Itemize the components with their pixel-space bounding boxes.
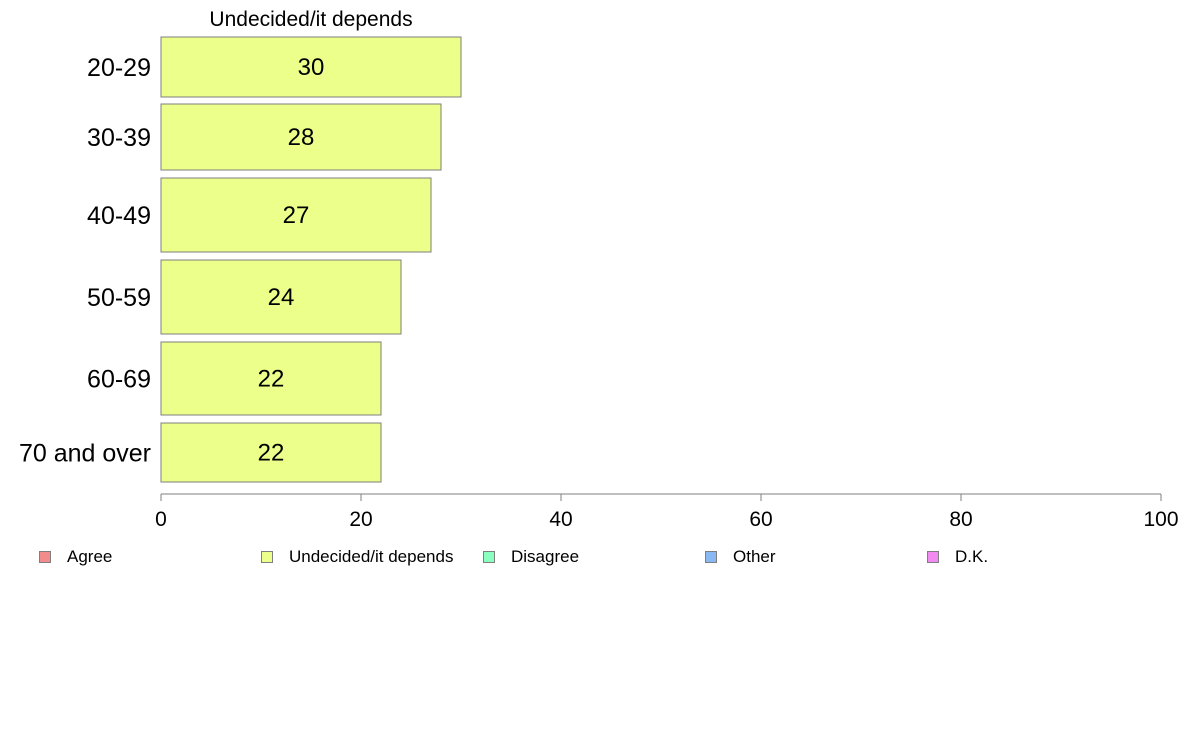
legend-item-disagree: Disagree [483, 547, 579, 567]
legend: Agree Undecided/it depends Disagree Othe… [0, 547, 1188, 571]
bar-6 [160, 422, 382, 483]
bars-group: 30 28 27 24 22 22 [160, 36, 462, 483]
x-tick-label-3: 40 [549, 508, 572, 531]
legend-label-other: Other [733, 547, 776, 566]
bar-3 [160, 177, 432, 253]
legend-label-agree: Agree [67, 547, 113, 566]
legend-swatch-other [705, 551, 717, 563]
category-label-4: 50-59 [87, 284, 151, 312]
bar-5 [160, 341, 382, 416]
x-tick-label-1: 0 [155, 508, 167, 531]
x-tick-label-4: 60 [749, 508, 772, 531]
legend-swatch-undecided [261, 551, 273, 563]
x-tick-label-2: 20 [349, 508, 372, 531]
x-tick-label-5: 80 [949, 508, 972, 531]
category-label-5: 60-69 [87, 366, 151, 394]
x-tick-label-6: 100 [1143, 508, 1178, 531]
legend-item-dk: D.K. [927, 547, 988, 567]
legend-label-dk: D.K. [955, 547, 989, 566]
chart-title: Undecided/it depends [209, 8, 412, 31]
bar-4 [160, 259, 402, 335]
bar-value-label-3: 27 [283, 202, 310, 229]
bar-value-label-1: 30 [298, 54, 325, 81]
bar-2 [160, 103, 442, 171]
x-axis-ticks: 0 20 40 60 80 100 [155, 494, 1179, 531]
bar-value-label-6: 22 [258, 440, 285, 467]
bar-value-label-4: 24 [268, 284, 295, 311]
legend-swatch-agree [39, 551, 51, 563]
category-label-1: 20-29 [87, 54, 151, 82]
legend-swatch-dk [927, 551, 939, 563]
legend-swatch-disagree [483, 551, 495, 563]
bar-1 [160, 36, 462, 98]
legend-label-disagree: Disagree [511, 547, 580, 566]
legend-item-agree: Agree [39, 547, 112, 567]
bar-value-label-2: 28 [288, 124, 315, 151]
category-label-3: 40-49 [87, 202, 151, 230]
bar-value-label-5: 22 [258, 366, 285, 393]
legend-label-undecided: Undecided/it depends [289, 547, 454, 566]
category-label-6: 70 and over [19, 440, 151, 468]
category-label-2: 30-39 [87, 124, 151, 152]
legend-item-other: Other [705, 547, 776, 567]
y-axis-labels: 20-29 30-39 40-49 50-59 60-69 70 and over [19, 54, 151, 468]
legend-item-undecided: Undecided/it depends [261, 547, 453, 567]
